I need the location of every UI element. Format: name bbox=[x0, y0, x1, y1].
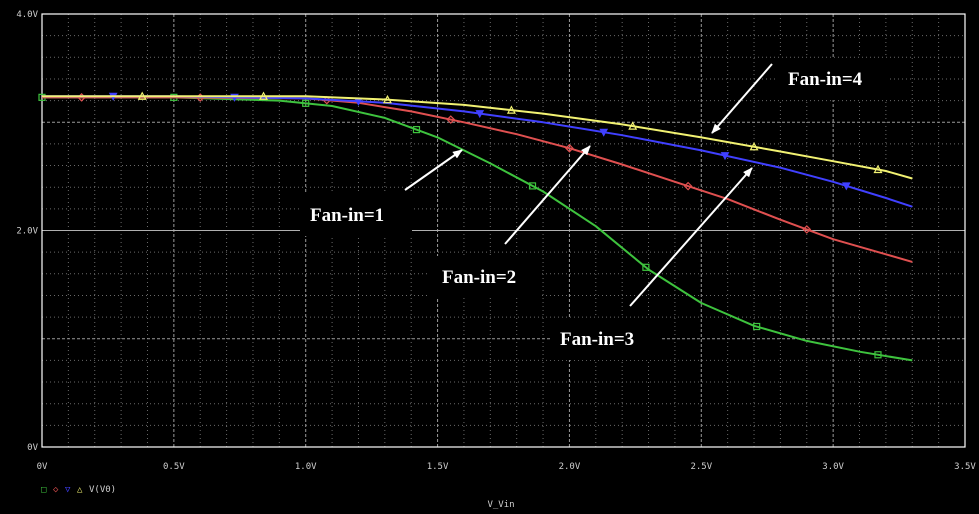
annotation-fan-in-4: Fan-in=4 bbox=[788, 69, 863, 90]
annotation-arrow-3 bbox=[629, 167, 753, 307]
plot-border bbox=[41, 13, 966, 448]
annotation-box-1 bbox=[300, 194, 412, 236]
data-point bbox=[412, 126, 421, 134]
annotation-fan-in-1: Fan-in=1 bbox=[310, 205, 384, 226]
data-point bbox=[873, 164, 883, 174]
data-point bbox=[628, 121, 638, 130]
legend-label: V(V0) bbox=[89, 485, 116, 495]
series-lines bbox=[38, 91, 913, 362]
y-tick-labels: 0V 2.0V 4.0V bbox=[16, 10, 38, 453]
series-line bbox=[42, 95, 913, 208]
x-tick-label: 1.0V bbox=[295, 462, 317, 472]
x-tick-label: 3.0V bbox=[822, 462, 844, 472]
data-point bbox=[753, 322, 761, 331]
data-point bbox=[446, 115, 456, 124]
data-point bbox=[506, 105, 516, 114]
legend-glyph-green: □ bbox=[41, 485, 47, 495]
series-line bbox=[42, 96, 913, 362]
legend-glyph-yellow: △ bbox=[77, 485, 83, 495]
annotation-fan-in-2: Fan-in=2 bbox=[442, 267, 516, 288]
legend-glyph-blue: ▽ bbox=[65, 485, 71, 495]
x-tick-label: 3.5V bbox=[954, 462, 976, 472]
data-point bbox=[720, 152, 730, 161]
annotations: Fan-in=1 Fan-in=2 Fan-in=3 Fan-in=4 bbox=[300, 58, 888, 360]
series-triangle-up bbox=[42, 91, 913, 180]
x-tick-label: 2.5V bbox=[690, 462, 712, 472]
y-tick-label: 4.0V bbox=[16, 10, 38, 20]
data-point bbox=[802, 225, 812, 234]
data-point bbox=[259, 91, 269, 100]
data-point bbox=[642, 263, 650, 271]
legend-glyph-red: ◇ bbox=[53, 485, 59, 495]
y-tick-label: 0V bbox=[27, 443, 38, 453]
data-point bbox=[874, 351, 882, 359]
data-point bbox=[599, 128, 609, 137]
legend: □ ◇ ▽ △ V(V0) bbox=[41, 485, 116, 495]
annotation-arrow-4 bbox=[711, 63, 773, 134]
annotation-arrow-1 bbox=[404, 149, 463, 191]
y-tick-label: 2.0V bbox=[16, 227, 38, 237]
data-point bbox=[382, 94, 392, 104]
x-tick-label: 2.0V bbox=[559, 462, 581, 472]
annotation-arrow-2 bbox=[504, 145, 591, 245]
annotation-fan-in-3: Fan-in=3 bbox=[560, 329, 634, 350]
annotation-box-2 bbox=[430, 256, 542, 298]
data-point bbox=[475, 110, 485, 119]
data-point bbox=[749, 142, 759, 151]
annotation-box-4 bbox=[776, 58, 888, 100]
annotation-box-3 bbox=[550, 318, 662, 360]
x-tick-labels: 0V 0.5V 1.0V 1.5V 2.0V 2.5V 3.0V 3.5V bbox=[37, 462, 977, 472]
data-point bbox=[683, 181, 693, 191]
x-tick-label: 0V bbox=[37, 462, 48, 472]
data-point bbox=[565, 143, 574, 153]
data-point bbox=[137, 91, 147, 100]
data-point bbox=[841, 182, 851, 191]
data-point bbox=[302, 99, 310, 107]
x-tick-label: 1.5V bbox=[427, 462, 449, 472]
x-tick-label: 0.5V bbox=[163, 462, 185, 472]
x-axis-label: V_Vin bbox=[487, 500, 514, 510]
series-line bbox=[42, 95, 913, 180]
data-point bbox=[528, 182, 537, 190]
